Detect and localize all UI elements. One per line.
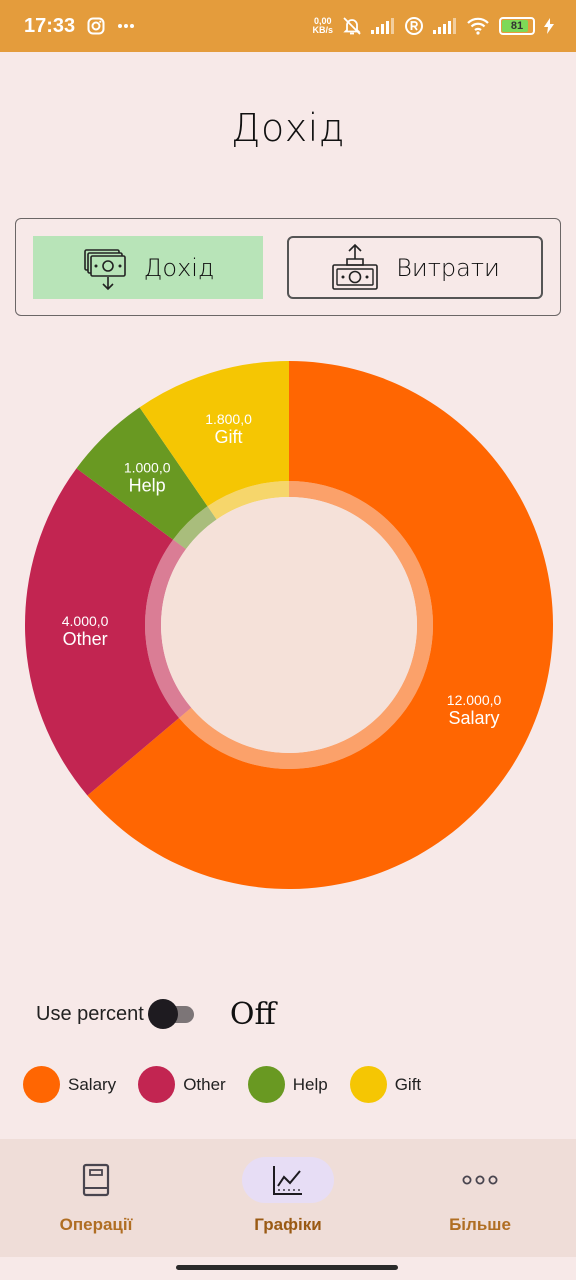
more-notifications-icon [118,24,135,28]
type-toggle-card: Дохід Витрати [15,218,561,316]
percent-toggle-label: Use percent [36,1002,144,1025]
legend-dot-help [247,1066,285,1103]
instagram-icon [87,17,105,35]
battery-level: 81 [510,20,524,32]
signal-icon-2 [433,18,456,34]
percent-switch[interactable] [147,999,196,1029]
percent-state-text: Off [229,996,276,1032]
money-up-icon [332,243,378,290]
expense-button-label: Витрати [396,253,500,282]
donut-slice-salary[interactable] [87,361,554,889]
slice-value-gift: 1.800,0 [205,411,252,427]
book-icon [82,1163,110,1197]
nav-item-charts[interactable]: Графіки [192,1139,384,1257]
battery-indicator: 81 [499,17,535,35]
slice-value-help: 1.000,0 [124,459,171,475]
registered-icon [405,17,423,35]
money-down-icon [83,248,126,290]
legend-label-help: Help [292,1074,328,1094]
chart-icon [273,1166,302,1195]
nav-item-more[interactable]: Більше [384,1139,576,1257]
donut-center-hole [161,497,417,753]
slice-category-help: Help [129,475,166,495]
legend-label-gift: Gift [394,1074,422,1094]
donut-inner-ring-salary [179,481,433,769]
network-speed: 0,00 KB/s [312,17,333,35]
bell-muted-icon [343,17,361,35]
donut-slice-help[interactable] [76,407,208,540]
status-bar: 17:33 0,00 KB/s [0,0,576,52]
network-speed-unit: KB/s [312,25,333,35]
slice-category-salary: Salary [449,708,500,728]
nav-label-operations: Операції [59,1215,133,1234]
slice-category-gift: Gift [215,427,243,447]
chart-legend: Salary Other Help Gift [23,1066,443,1103]
legend-label-salary: Salary [68,1074,117,1094]
expense-button[interactable]: Витрати [287,236,543,299]
legend-label-other: Other [183,1074,226,1094]
nav-item-operations[interactable]: Операції [0,1139,192,1257]
gesture-bar[interactable] [176,1265,398,1270]
more-dots-icon [462,1175,498,1185]
status-time: 17:33 [24,14,76,37]
donut-slice-gift[interactable] [139,361,289,507]
nav-label-more: Більше [449,1215,511,1234]
legend-dot-other [138,1066,176,1103]
legend-item-gift: Gift [349,1066,422,1103]
legend-dot-gift [349,1066,387,1103]
nav-label-charts: Графіки [254,1215,322,1234]
bottom-navigation: Операції Графіки Більше [0,1139,576,1257]
donut-inner-ring-gift [207,481,289,520]
slice-value-other: 4.000,0 [62,613,109,629]
signal-icon [371,18,394,34]
legend-item-other: Other [138,1066,226,1103]
income-button[interactable]: Дохід [33,236,263,299]
nav-icon-container-charts [242,1157,334,1203]
legend-item-help: Help [247,1066,328,1103]
network-speed-value: 0,00 [313,16,332,26]
donut-inner-ring-other [145,539,192,718]
income-donut-chart[interactable]: 12.000,0 Salary 4.000,0 Other 1.000,0 Help 1.8… [24,360,554,890]
percent-toggle-row: Use percent Off [36,996,276,1032]
slice-value-salary: 12.000,0 [447,692,502,708]
page-title: Дохід [230,106,346,150]
wifi-icon [467,17,489,35]
legend-item-salary: Salary [23,1066,116,1103]
legend-dot-salary [23,1066,60,1103]
donut-inner-ring-help [173,506,217,550]
nav-icon-container-operations [50,1157,142,1203]
nav-icon-container-more [434,1157,526,1203]
percent-switch-thumb [147,999,178,1029]
donut-slice-other[interactable] [25,468,180,796]
charging-icon [544,18,554,34]
income-button-label: Дохід [143,253,215,282]
slice-category-other: Other [63,629,108,649]
